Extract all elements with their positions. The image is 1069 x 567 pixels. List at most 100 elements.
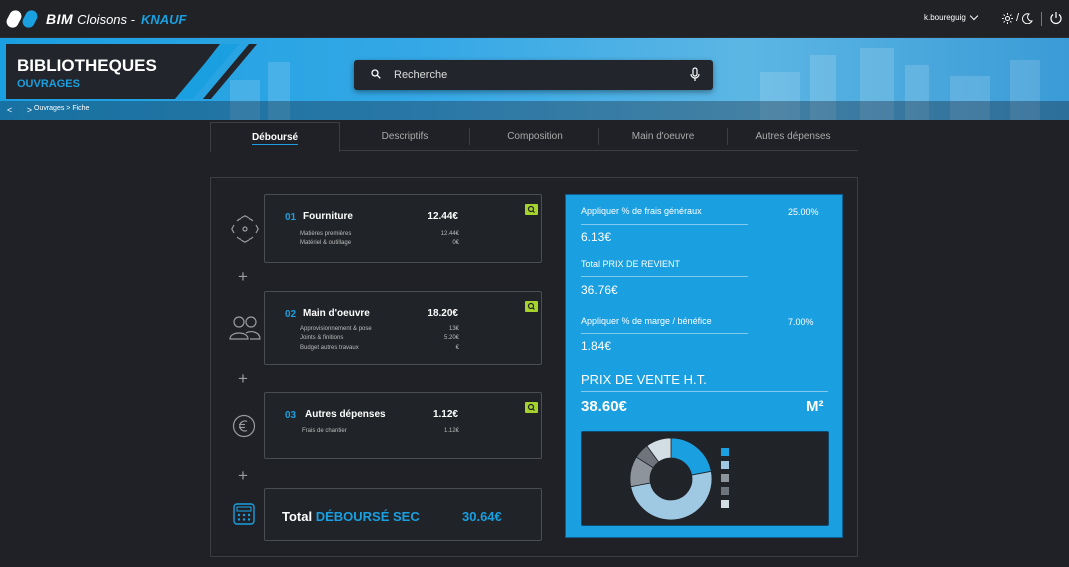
card-title: Main d'oeuvre bbox=[303, 308, 370, 319]
history-nav[interactable]: < > bbox=[7, 105, 39, 115]
card-line-value: 0€ bbox=[452, 240, 459, 246]
tab-label: Composition bbox=[507, 131, 563, 142]
card-title: Autres dépenses bbox=[305, 409, 386, 420]
prix-vente-value: 38.60€ bbox=[581, 398, 627, 415]
tab-main-oeuvre[interactable]: Main d'oeuvre bbox=[598, 122, 728, 151]
prix-revient-label: Total PRIX DE REVIENT bbox=[581, 259, 681, 269]
logo-knauf-text: KNAUF bbox=[140, 11, 187, 27]
moon-icon[interactable] bbox=[1022, 12, 1033, 24]
sun-icon[interactable] bbox=[1002, 12, 1013, 24]
donut-slice-2[interactable] bbox=[630, 470, 713, 521]
card-title: Fourniture bbox=[303, 211, 353, 222]
plus-sign: + bbox=[238, 267, 248, 286]
card-number: 03 bbox=[285, 410, 297, 421]
marge-value: 1.84€ bbox=[581, 339, 612, 353]
prix-revient-value: 36.76€ bbox=[581, 283, 618, 297]
user-menu[interactable]: k.boureguig bbox=[924, 11, 979, 22]
plus-sign: + bbox=[238, 369, 248, 388]
tab-autres-depenses[interactable]: Autres dépenses bbox=[728, 122, 858, 151]
legend-swatch bbox=[721, 500, 729, 508]
cost-card-autres-depenses[interactable]: 03 Autres dépenses 1.12€ Frais de chanti… bbox=[264, 392, 542, 459]
cost-card-main-oeuvre[interactable]: 02 Main d'oeuvre 18.20€ Approvisionnemen… bbox=[264, 291, 542, 365]
people-icon bbox=[229, 316, 261, 340]
logo-bim-text: BIM bbox=[46, 11, 74, 27]
app-logo[interactable]: BIM Cloisons - KNAUF bbox=[4, 8, 187, 30]
donut-slice-1[interactable] bbox=[670, 437, 712, 476]
card-line-value: 1.12€ bbox=[443, 428, 459, 434]
card-line-label: Matières premières bbox=[300, 231, 352, 237]
city-silhouette bbox=[810, 55, 836, 120]
zoom-icon[interactable] bbox=[525, 204, 538, 215]
microphone-icon[interactable] bbox=[690, 67, 700, 83]
breadcrumb[interactable]: Ouvrages > Fiche bbox=[34, 105, 90, 112]
frais-generaux-label: Appliquer % de frais généraux bbox=[581, 206, 702, 216]
tab-divider bbox=[727, 128, 728, 145]
card-line-label: Joints & finitions bbox=[300, 335, 344, 341]
page-subtitle: OUVRAGES bbox=[17, 78, 80, 90]
search-icon bbox=[371, 69, 381, 79]
total-value: 30.64€ bbox=[462, 509, 502, 524]
zoom-icon[interactable] bbox=[525, 402, 538, 413]
card-line-label: Budget autres travaux bbox=[300, 345, 359, 351]
logo-cloisons-text: Cloisons - bbox=[77, 11, 135, 27]
donut-chart bbox=[629, 437, 713, 521]
city-silhouette bbox=[760, 72, 800, 120]
city-silhouette bbox=[268, 62, 290, 120]
card-line-value: 13€ bbox=[448, 326, 459, 332]
tab-bar: Déboursé Descriptifs Composition Main d'… bbox=[210, 122, 858, 152]
total-label: Total DÉBOURSÉ SEC bbox=[282, 509, 420, 524]
legend-swatch bbox=[721, 474, 729, 482]
theme-toggle[interactable]: / bbox=[1002, 12, 1033, 24]
tab-descriptifs[interactable]: Descriptifs bbox=[340, 122, 470, 151]
plus-sign: + bbox=[238, 466, 248, 485]
tab-divider bbox=[469, 128, 470, 145]
calculator-icon bbox=[233, 503, 255, 525]
power-icon[interactable] bbox=[1049, 11, 1063, 25]
divider bbox=[581, 333, 748, 334]
marge-label: Appliquer % de marge / bénéfice bbox=[581, 316, 712, 326]
city-silhouette bbox=[905, 65, 929, 120]
card-number: 01 bbox=[285, 212, 297, 223]
card-line-value: 12.44€ bbox=[440, 231, 459, 237]
total-prefix: Total bbox=[282, 509, 316, 524]
tab-divider bbox=[598, 128, 599, 145]
card-amount: 12.44€ bbox=[427, 211, 458, 222]
price-summary-panel: Appliquer % de frais généraux 25.00% 6.1… bbox=[565, 194, 843, 538]
card-number: 02 bbox=[285, 309, 297, 320]
card-line-label: Approvisionnement & pose bbox=[300, 326, 372, 332]
divider bbox=[581, 391, 828, 392]
chevron-down-icon bbox=[969, 11, 979, 21]
theme-separator: / bbox=[1016, 12, 1020, 24]
search-placeholder: Recherche bbox=[394, 69, 448, 81]
cost-card-fourniture[interactable]: 01 Fourniture 12.44€ Matières premières … bbox=[264, 194, 542, 263]
total-highlight: DÉBOURSÉ SEC bbox=[315, 509, 420, 524]
tab-composition[interactable]: Composition bbox=[470, 122, 600, 151]
city-silhouette bbox=[230, 80, 260, 120]
divider bbox=[581, 224, 748, 225]
donut-slice-5[interactable] bbox=[646, 437, 672, 463]
card-line-label: Frais de chantier bbox=[302, 428, 347, 434]
username: k.boureguig bbox=[924, 13, 966, 22]
marge-percent[interactable]: 7.00% bbox=[788, 317, 814, 327]
tab-label: Déboursé bbox=[251, 132, 299, 145]
frais-generaux-percent[interactable]: 25.00% bbox=[788, 207, 819, 217]
unit-label: M² bbox=[806, 398, 824, 415]
search-input[interactable]: Recherche bbox=[354, 60, 713, 90]
card-line-value: 5.20€ bbox=[443, 335, 459, 341]
tab-label: Main d'oeuvre bbox=[631, 131, 695, 142]
legend-swatch bbox=[721, 487, 729, 495]
tab-label: Descriptifs bbox=[381, 131, 429, 142]
city-silhouette bbox=[860, 48, 894, 120]
frais-generaux-value: 6.13€ bbox=[581, 230, 612, 244]
prix-vente-label: PRIX DE VENTE H.T. bbox=[581, 372, 707, 387]
move-arrows-icon bbox=[231, 215, 259, 243]
euro-icon bbox=[232, 414, 256, 438]
zoom-icon[interactable] bbox=[525, 301, 538, 312]
top-bar: BIM Cloisons - KNAUF k.boureguig / bbox=[0, 0, 1069, 38]
total-debourse-card: Total DÉBOURSÉ SEC 30.64€ bbox=[264, 488, 542, 541]
card-line-label: Matériel & outillage bbox=[300, 240, 352, 246]
city-silhouette bbox=[950, 76, 990, 120]
logo-pill-icon bbox=[4, 8, 24, 30]
tab-debourse[interactable]: Déboursé bbox=[210, 122, 340, 152]
legend-swatch bbox=[721, 461, 729, 469]
